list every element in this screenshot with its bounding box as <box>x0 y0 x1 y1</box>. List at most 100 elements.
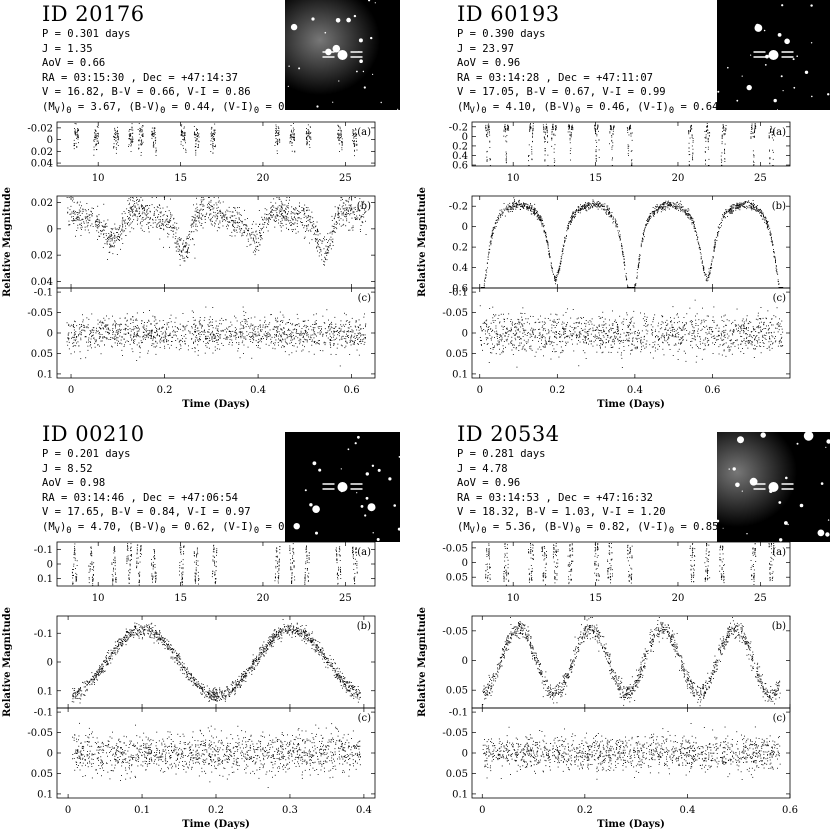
light-curve-plot: -0.05 0 0.05 (a) 10 15 20 25 -0.05 0 0.05 (b) -0.1 -0… <box>417 541 798 830</box>
data-points <box>482 723 781 780</box>
data-points <box>72 722 361 788</box>
data-points <box>485 543 775 586</box>
y-tick-label: 0.02 <box>31 251 53 262</box>
y-tick-label: 0 <box>47 135 53 146</box>
y-axis-label: Relative Magnitude <box>2 607 13 717</box>
star-info-line: RA = 03:14:28 , Dec = +47:11:07 <box>457 71 653 84</box>
star-info-line: AoV = 0.98 <box>42 477 106 490</box>
y-tick-label: 0.1 <box>37 369 53 380</box>
star-info-line: (MV)0 = 4.10, (B-V)0 = 0.46, (V-I)0 = 0.… <box>457 101 719 117</box>
data-points <box>71 543 358 586</box>
star-info-line: (MV)0 = 4.70, (B-V)0 = 0.62, (V-I)0 = 0.… <box>42 521 304 537</box>
x-tick-label: 0.1 <box>134 805 150 816</box>
panel-tag: (c) <box>773 293 787 304</box>
y-tick-label: 0.6 <box>452 161 468 172</box>
x-tick-label: 20 <box>257 593 270 604</box>
y-tick-label: -0.2 <box>449 122 468 133</box>
y-tick-label: 0.05 <box>446 686 468 697</box>
star-panel-20176: ID 20176 P = 0.301 days J = 1.35 AoV = 0.66… <box>0 0 415 420</box>
x-axis-label: Time (Days) <box>182 819 250 830</box>
y-tick-label: -0.05 <box>27 308 53 319</box>
x-tick-label: 0.4 <box>627 385 643 396</box>
star-info-line: (MV)0 = 5.36, (B-V)0 = 0.82, (V-I)0 = 0.… <box>457 521 719 537</box>
data-points <box>73 123 358 157</box>
y-tick-label: 0.05 <box>446 349 468 360</box>
panel-frame <box>56 121 376 167</box>
x-tick-label: 25 <box>754 173 767 184</box>
star-info-line: V = 17.65, B-V = 0.84, V-I = 0.97 <box>42 506 251 519</box>
x-tick-label: 0.2 <box>208 805 224 816</box>
x-tick-label: 0.3 <box>282 805 298 816</box>
star-panel-60193: ID 60193 P = 0.390 days J = 23.97 AoV = 0.9… <box>415 0 830 420</box>
panel-frame <box>471 121 791 167</box>
x-tick-label: 0.6 <box>782 805 798 816</box>
y-tick-label: 0.1 <box>452 369 468 380</box>
x-axis-label: Time (Days) <box>597 399 665 410</box>
y-axis-label: Relative Magnitude <box>417 187 428 297</box>
y-axis-label: Relative Magnitude <box>417 607 428 717</box>
x-tick-label: 25 <box>754 593 767 604</box>
y-tick-label: -0.05 <box>442 626 468 637</box>
panel-tag: (a) <box>357 547 371 558</box>
y-tick-label: 0.1 <box>37 686 53 697</box>
y-tick-label: 0.1 <box>452 789 468 800</box>
star-id-label: ID 20176 <box>42 2 145 26</box>
y-tick-label: 0 <box>47 224 53 235</box>
data-points <box>480 197 784 288</box>
data-points <box>485 123 775 166</box>
x-tick-label: 15 <box>174 593 187 604</box>
star-info-line: AoV = 0.66 <box>42 57 106 70</box>
x-tick-label: 20 <box>257 173 270 184</box>
star-info-line: J = 1.35 <box>42 42 93 55</box>
data-points <box>66 197 367 266</box>
panel-tag: (b) <box>357 621 371 632</box>
data-points <box>66 306 367 367</box>
x-tick-label: 0.6 <box>344 385 360 396</box>
panel-tag: (a) <box>772 547 786 558</box>
light-curve-plot: -0.1 0 0.1 (a) 10 15 20 25 -0.1 0 0.1 (b) -0.1 -0.05 0… <box>2 541 376 830</box>
x-tick-label: 25 <box>339 593 352 604</box>
y-tick-label: 0.05 <box>31 349 53 360</box>
x-tick-label: 0.2 <box>549 385 565 396</box>
x-tick-label: 0.4 <box>250 385 266 396</box>
star-id-label: ID 20534 <box>457 422 560 446</box>
x-axis-label: Time (Days) <box>597 819 665 830</box>
panel-frame <box>471 195 791 289</box>
y-tick-label: 0.02 <box>31 147 53 158</box>
x-tick-label: 20 <box>672 173 685 184</box>
star-info-line: J = 23.97 <box>457 42 514 55</box>
star-info-line: V = 17.05, B-V = 0.67, V-I = 0.99 <box>457 86 666 99</box>
star-info-line: V = 16.82, B-V = 0.66, V-I = 0.86 <box>42 86 251 99</box>
star-id-label: ID 60193 <box>457 2 560 26</box>
y-tick-label: 0 <box>47 749 53 760</box>
star-info-line: RA = 03:15:30 , Dec = +47:14:37 <box>42 71 238 84</box>
x-tick-label: 15 <box>174 173 187 184</box>
star-panel-20534: ID 20534 P = 0.281 days J = 4.78 AoV = 0.96… <box>415 420 830 840</box>
star-info-line: V = 18.32, B-V = 1.03, V-I = 1.20 <box>457 506 666 519</box>
x-axis-label: Time (Days) <box>182 399 250 410</box>
panel-frame <box>471 707 791 799</box>
x-tick-label: 0.4 <box>356 805 372 816</box>
y-tick-label: 0.05 <box>446 573 468 584</box>
star-info-line: J = 4.78 <box>457 462 508 475</box>
x-tick-label: 0 <box>65 805 71 816</box>
x-tick-label: 15 <box>589 593 602 604</box>
x-tick-label: 15 <box>589 173 602 184</box>
y-tick-label: 0.02 <box>31 198 53 209</box>
y-tick-label: 0.2 <box>452 243 468 254</box>
x-tick-label: 10 <box>507 173 520 184</box>
panel-tag: (b) <box>772 201 786 212</box>
y-tick-label: -0.1 <box>34 629 53 640</box>
panel-tag: (a) <box>772 127 786 138</box>
y-tick-label: -0.05 <box>442 728 468 739</box>
y-tick-label: -0.02 <box>27 123 53 134</box>
y-tick-label: -0.05 <box>27 728 53 739</box>
data-points <box>482 617 781 707</box>
x-tick-label: 0.4 <box>679 805 695 816</box>
panel-tag: (b) <box>772 621 786 632</box>
x-tick-label: 10 <box>507 593 520 604</box>
x-tick-label: 0 <box>477 385 483 396</box>
star-info-line: P = 0.281 days <box>457 448 546 460</box>
panel-frame <box>471 287 791 379</box>
